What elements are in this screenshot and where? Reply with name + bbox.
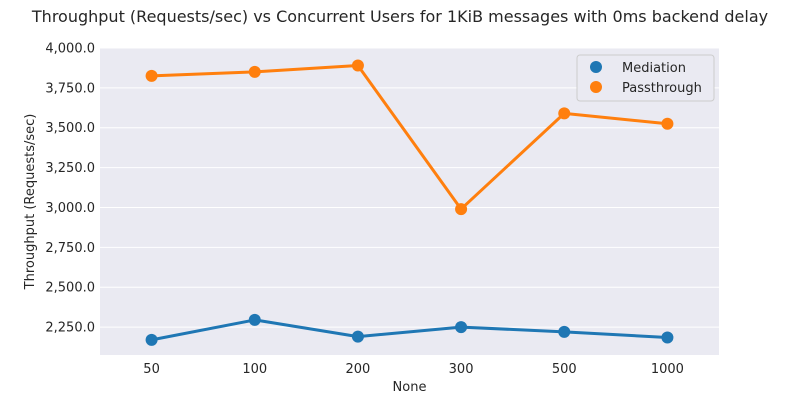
data-point-mediation xyxy=(145,333,158,346)
legend-box xyxy=(576,54,715,102)
x-tick-label: 100 xyxy=(242,362,267,377)
y-tick-label: 2,750.0 xyxy=(45,241,95,256)
series-layer xyxy=(145,59,674,346)
data-point-mediation xyxy=(351,330,364,343)
y-tick-label: 3,000.0 xyxy=(45,201,95,216)
data-point-passthrough xyxy=(558,107,571,120)
data-point-passthrough xyxy=(661,117,674,130)
legend-marker xyxy=(590,61,602,73)
series-line-mediation xyxy=(150,318,669,342)
chart-title: Throughput (Requests/sec) vs Concurrent … xyxy=(31,7,768,26)
data-point-passthrough xyxy=(455,203,468,216)
data-point-mediation xyxy=(455,321,468,334)
data-point-passthrough xyxy=(351,59,364,72)
y-axis-label: Throughput (Requests/sec) xyxy=(23,114,38,291)
x-tick-label: 500 xyxy=(552,362,577,377)
legend-label: Passthrough xyxy=(622,81,702,96)
y-tick-labels: 2,250.0 2,500.0 2,750.0 3,000.0 3,250.0 3,500… xyxy=(45,42,95,336)
data-point-mediation xyxy=(661,331,674,344)
x-tick-labels: 50 100 200 300 500 1000 xyxy=(143,362,684,377)
data-point-passthrough xyxy=(145,69,158,82)
y-tick-label: 3,750.0 xyxy=(45,81,95,96)
legend: Mediation Passthrough xyxy=(576,54,715,102)
x-tick-label: 50 xyxy=(143,362,160,377)
y-tick-label: 2,250.0 xyxy=(45,321,95,336)
x-tick-label: 200 xyxy=(346,362,371,377)
y-tick-label: 4,000.0 xyxy=(45,42,95,57)
y-tick-label: 3,250.0 xyxy=(45,161,95,176)
series-line-passthrough xyxy=(150,64,669,211)
data-point-mediation xyxy=(558,325,571,338)
data-point-mediation xyxy=(248,313,261,326)
x-axis-label: None xyxy=(393,380,427,395)
y-tick-label: 3,500.0 xyxy=(45,121,95,136)
y-tick-label: 2,500.0 xyxy=(45,281,95,296)
legend-marker xyxy=(590,81,602,93)
series-mediation xyxy=(145,313,674,346)
x-tick-label: 1000 xyxy=(651,362,684,377)
legend-label: Mediation xyxy=(622,61,686,76)
data-point-passthrough xyxy=(248,65,261,78)
series-passthrough xyxy=(145,59,674,216)
x-tick-label: 300 xyxy=(449,362,474,377)
